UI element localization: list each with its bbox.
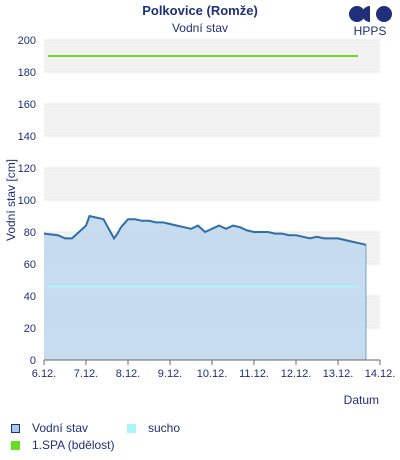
x-tick-label: 12.12. — [281, 368, 312, 380]
x-tick-label: 9.12. — [158, 368, 182, 380]
series-line-vodni-stav — [43, 214, 367, 246]
legend-label: sucho — [148, 421, 181, 435]
x-tick-label: 8.12. — [116, 368, 140, 380]
x-tick-label: 10.12. — [197, 368, 228, 380]
y-tick-label: 40 — [24, 291, 36, 303]
y-tick-label: 180 — [18, 67, 36, 79]
axes: 0 20 40 60 80 100 120 140 160 180 200 6.12. 7.12. 8.1… — [18, 35, 396, 380]
legend-item-spa: 1.SPA (bdělost) — [11, 437, 115, 453]
y-tick-label: 20 — [24, 323, 36, 335]
plot-band — [44, 168, 380, 200]
plot-band — [44, 104, 380, 136]
y-tick-label: 80 — [24, 227, 36, 239]
hpps-logo-icon — [349, 6, 392, 22]
y-tick-label: 160 — [18, 99, 36, 111]
hpps-logo: HPPS — [348, 5, 398, 41]
legend-swatch — [127, 424, 136, 434]
legend-swatch — [11, 424, 20, 434]
series-layer — [43, 55, 367, 360]
legend-label: Vodní stav — [32, 421, 89, 435]
y-tick-label: 200 — [18, 35, 36, 47]
legend-label: 1.SPA (bdělost) — [32, 438, 115, 452]
y-tick-label: 120 — [18, 163, 36, 175]
x-tick-label: 14.12. — [365, 368, 396, 380]
logo-text: HPPS — [353, 24, 387, 38]
x-tick-label: 13.12. — [323, 368, 354, 380]
y-axis-label: Vodní stav [cm] — [4, 159, 18, 241]
legend-swatch — [11, 441, 20, 451]
chart-subtitle: Vodní stav — [171, 21, 229, 35]
y-tick-label: 140 — [18, 131, 36, 143]
x-tick-label: 11.12. — [239, 368, 269, 380]
chart-title: Polkovice (Romže) — [142, 3, 258, 18]
legend-item-vodni-stav: Vodní stav — [11, 420, 88, 436]
y-tick-label: 60 — [24, 259, 36, 271]
x-axis-label: Datum — [344, 393, 379, 407]
series-area-vodni-stav — [44, 216, 366, 360]
y-tick-label: 0 — [30, 355, 36, 367]
y-tick-label: 100 — [18, 195, 36, 207]
x-tick-label: 6.12. — [32, 368, 56, 380]
legend-item-sucho: sucho — [127, 420, 180, 436]
x-tick-label: 7.12. — [74, 368, 98, 380]
